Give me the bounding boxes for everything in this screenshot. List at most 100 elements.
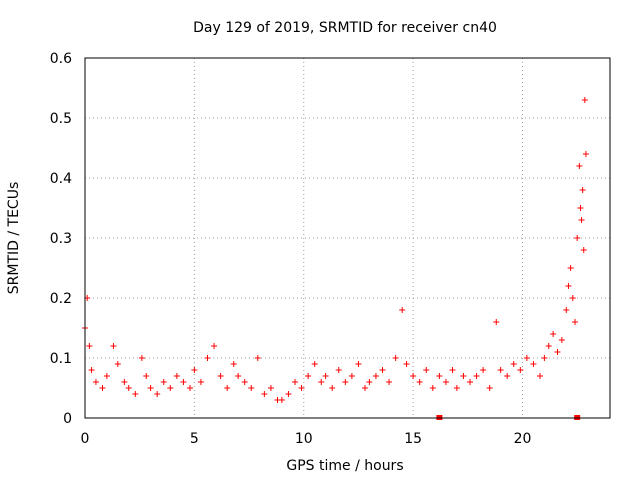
data-point — [410, 373, 417, 379]
data-point — [578, 217, 585, 223]
data-point — [497, 367, 504, 373]
data-point — [187, 385, 193, 391]
data-point — [579, 187, 586, 193]
data-point — [125, 385, 132, 391]
data-point — [88, 367, 95, 373]
data-point — [86, 343, 93, 349]
data-point — [305, 373, 312, 379]
y-tick-label: 0.1 — [50, 351, 72, 367]
y-tick-label: 0.6 — [50, 51, 72, 67]
data-point — [460, 373, 467, 379]
data-point — [392, 355, 399, 361]
data-point — [204, 355, 211, 361]
data-point — [132, 391, 139, 397]
data-point — [241, 379, 248, 385]
data-point — [235, 373, 242, 379]
data-point — [99, 385, 106, 391]
data-point — [322, 373, 329, 379]
data-point — [261, 391, 268, 397]
data-point — [574, 235, 581, 241]
data-point — [318, 379, 325, 385]
x-axis-label: GPS time / hours — [286, 458, 403, 474]
data-point — [298, 385, 305, 391]
data-point — [311, 361, 318, 367]
x-tick-label: 0 — [81, 431, 90, 447]
data-point — [423, 367, 430, 373]
data-point — [386, 379, 393, 385]
data-point — [143, 373, 150, 379]
data-point — [267, 385, 274, 391]
x-tick-label: 5 — [190, 431, 199, 447]
data-points — [82, 97, 589, 420]
data-point — [550, 331, 557, 337]
axis-ticks: 0 5 10 15 20 0 0.1 0.2 0.3 0.4 0.5 0.6 — [50, 51, 532, 447]
data-point — [403, 361, 410, 367]
data-point — [197, 379, 204, 385]
data-point — [416, 379, 423, 385]
x-tick-label: 20 — [514, 431, 532, 447]
data-point — [173, 373, 180, 379]
data-point — [493, 319, 500, 325]
data-point — [103, 373, 110, 379]
data-point — [558, 337, 565, 343]
data-point — [180, 379, 187, 385]
data-point — [467, 379, 473, 385]
x-tick-label: 15 — [404, 431, 422, 447]
y-tick-label: 0.5 — [50, 111, 72, 127]
data-point — [504, 373, 511, 379]
data-point — [278, 397, 285, 403]
data-point — [121, 379, 128, 385]
y-tick-label: 0 — [63, 411, 72, 427]
data-point — [110, 343, 117, 349]
data-point — [355, 361, 362, 367]
data-point — [523, 355, 530, 361]
data-point — [569, 295, 576, 301]
data-point — [565, 283, 572, 289]
data-point — [366, 379, 373, 385]
data-point — [545, 343, 552, 349]
data-point — [160, 379, 167, 385]
data-point — [167, 385, 174, 391]
data-point — [480, 367, 487, 373]
data-point — [191, 367, 198, 373]
data-point — [285, 391, 292, 397]
data-point — [399, 307, 406, 313]
data-point — [362, 385, 368, 391]
data-point — [230, 361, 237, 367]
data-point — [563, 307, 570, 313]
data-point — [486, 385, 493, 391]
data-point — [453, 385, 460, 391]
data-point — [442, 379, 449, 385]
data-point — [372, 373, 379, 379]
data-point — [92, 379, 99, 385]
data-point — [537, 373, 543, 379]
data-point — [211, 343, 218, 349]
data-point — [436, 373, 443, 379]
grid-lines — [85, 58, 610, 418]
data-point — [582, 151, 589, 157]
data-point — [138, 355, 145, 361]
data-point — [329, 385, 336, 391]
data-point — [248, 385, 255, 391]
plot-frame — [84, 57, 611, 419]
data-point — [429, 385, 436, 391]
data-point — [335, 367, 342, 373]
data-point — [449, 367, 456, 373]
y-tick-label: 0.4 — [50, 171, 72, 187]
data-point — [147, 385, 154, 391]
data-point — [292, 379, 298, 385]
data-point — [348, 373, 355, 379]
data-point — [580, 247, 587, 253]
data-point — [154, 391, 161, 397]
data-point — [541, 355, 548, 361]
y-axis-label: SRMTID / TECUs — [6, 182, 22, 295]
y-tick-label: 0.3 — [50, 231, 72, 247]
data-point — [581, 97, 588, 103]
data-point — [554, 349, 561, 355]
data-point — [114, 361, 121, 367]
data-point — [342, 379, 349, 385]
data-point — [517, 367, 524, 373]
data-point — [224, 385, 231, 391]
y-tick-label: 0.2 — [50, 291, 72, 307]
